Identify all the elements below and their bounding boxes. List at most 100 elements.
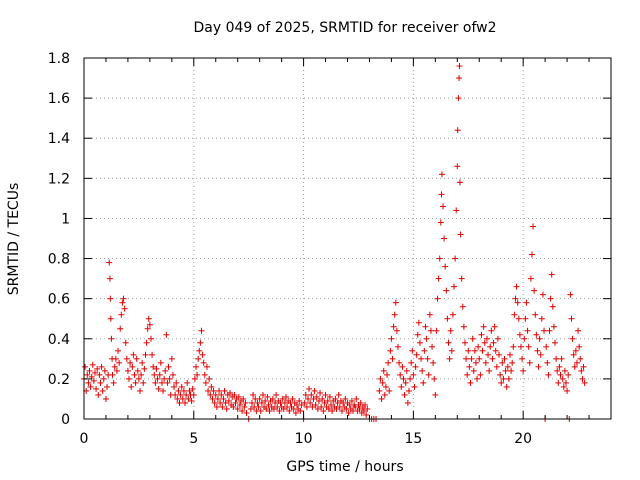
data-point — [402, 379, 409, 386]
data-point — [163, 331, 170, 338]
data-point — [408, 359, 415, 366]
data-point — [95, 391, 102, 398]
data-point — [493, 363, 500, 370]
y-tick-label: 0 — [61, 412, 70, 428]
data-point — [416, 339, 423, 346]
data-point — [324, 397, 331, 404]
data-point — [280, 405, 287, 412]
data-point — [414, 331, 421, 338]
data-point — [136, 387, 143, 394]
data-point — [524, 327, 531, 334]
data-point — [250, 391, 257, 398]
data-point — [535, 363, 542, 370]
data-point — [256, 395, 263, 402]
data-point — [534, 347, 541, 354]
data-point — [199, 351, 206, 358]
data-point — [178, 383, 185, 390]
data-point — [188, 397, 195, 404]
data-point — [157, 359, 164, 366]
data-point — [436, 255, 443, 262]
data-point — [130, 351, 137, 358]
data-point — [106, 275, 113, 282]
data-point — [420, 379, 427, 386]
data-point — [216, 387, 223, 394]
data-point — [533, 331, 540, 338]
data-point — [531, 287, 538, 294]
data-point — [468, 355, 475, 362]
data-point — [97, 379, 104, 386]
data-point — [454, 127, 461, 134]
data-point — [196, 347, 203, 354]
data-point — [219, 403, 226, 410]
data-point — [209, 395, 216, 402]
data-point — [521, 335, 528, 342]
data-point — [96, 371, 103, 378]
data-point — [509, 359, 516, 366]
data-point — [138, 371, 145, 378]
data-point — [431, 375, 438, 382]
data-point — [479, 347, 486, 354]
data-point — [115, 347, 122, 354]
data-point — [82, 363, 89, 370]
y-tick-label: 0.6 — [48, 292, 70, 308]
data-point — [179, 395, 186, 402]
data-point — [127, 359, 134, 366]
data-point — [107, 315, 114, 322]
data-point — [385, 359, 392, 366]
ticks-layer — [83, 57, 611, 420]
data-point — [506, 351, 513, 358]
data-point — [131, 371, 138, 378]
data-point — [158, 379, 165, 386]
data-point — [142, 351, 149, 358]
data-point — [456, 179, 463, 186]
data-point — [391, 311, 398, 318]
data-point — [381, 391, 388, 398]
data-point — [210, 387, 217, 394]
data-point — [569, 335, 576, 342]
data-point — [571, 363, 578, 370]
data-point — [227, 389, 234, 396]
data-point — [242, 399, 249, 406]
data-point — [554, 367, 561, 374]
data-point — [182, 399, 189, 406]
data-point — [86, 367, 93, 374]
data-point — [147, 335, 154, 342]
data-point — [526, 359, 533, 366]
data-point — [112, 355, 119, 362]
data-point — [378, 395, 385, 402]
data-point — [504, 363, 511, 370]
data-point — [363, 411, 370, 418]
data-point — [84, 371, 91, 378]
grid-layer — [84, 58, 611, 419]
data-point — [353, 395, 360, 402]
data-point — [405, 387, 412, 394]
data-point — [206, 375, 213, 382]
data-point — [407, 375, 414, 382]
data-point — [352, 403, 359, 410]
data-point — [106, 259, 113, 266]
x-tick-label: 20 — [514, 431, 532, 447]
y-tick-label: 1.6 — [48, 91, 70, 107]
data-point — [185, 395, 192, 402]
data-point — [153, 365, 160, 372]
data-point — [306, 385, 313, 392]
data-point — [257, 407, 264, 414]
data-point — [270, 405, 277, 412]
data-point — [120, 295, 127, 302]
data-point — [435, 275, 442, 282]
data-point — [562, 379, 569, 386]
data-point — [279, 395, 286, 402]
data-point — [248, 399, 255, 406]
data-point — [472, 359, 479, 366]
data-point — [172, 391, 179, 398]
data-point — [404, 399, 411, 406]
data-point — [297, 407, 304, 414]
data-point — [272, 399, 279, 406]
data-point — [578, 367, 585, 374]
data-point — [133, 355, 140, 362]
data-point — [202, 379, 209, 386]
data-point — [259, 391, 266, 398]
data-point — [465, 347, 472, 354]
data-point — [310, 395, 317, 402]
data-point — [107, 295, 114, 302]
